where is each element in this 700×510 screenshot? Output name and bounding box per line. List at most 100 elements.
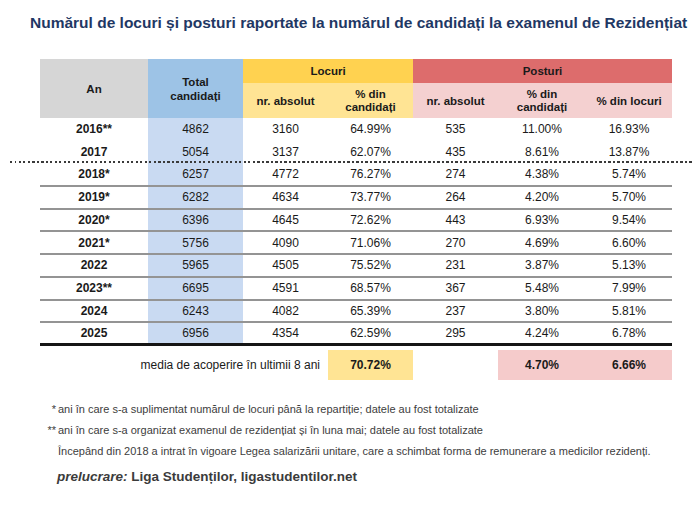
- locuri-pct-cell: 65.39%: [328, 300, 413, 323]
- col-header-locuri-pct: % din candidați: [328, 83, 413, 118]
- footnote-marker: **: [45, 424, 56, 436]
- locuri-pct-cell: 62.59%: [328, 322, 413, 345]
- locuri-abs-cell: 3137: [243, 141, 328, 164]
- posturi-abs-cell: 274: [413, 163, 498, 186]
- posturi-abs-cell: 237: [413, 300, 498, 323]
- total-candidati-cell: 5965: [148, 254, 243, 277]
- credit-label: prelucrare:: [57, 469, 128, 484]
- posturi-abs-cell: 264: [413, 186, 498, 209]
- page: Numărul de locuri și posturi raportate l…: [0, 0, 700, 510]
- locuri-abs-cell: 4090: [243, 231, 328, 254]
- footnote-text: Începând din 2018 a intrat în vigoare Le…: [58, 445, 651, 457]
- page-title: Numărul de locuri și posturi raportate l…: [30, 14, 687, 32]
- col-header-an: An: [40, 59, 148, 118]
- locuri-abs-cell: 4354: [243, 322, 328, 345]
- footnote-text: ani în care s-a organizat examenul de re…: [58, 424, 483, 436]
- posturi-pct-cell: 11.00%: [498, 118, 586, 141]
- footnotes: *ani în care s-a suplimentat numărul de …: [45, 398, 651, 461]
- posturi-loc-cell: 6.60%: [586, 231, 672, 254]
- locuri-pct-cell: 76.27%: [328, 163, 413, 186]
- year-cell: 2020*: [40, 209, 148, 232]
- posturi-abs-cell: 535: [413, 118, 498, 141]
- total-candidati-cell: 6695: [148, 277, 243, 300]
- locuri-pct-cell: 62.07%: [328, 141, 413, 164]
- posturi-abs-cell: 443: [413, 209, 498, 232]
- table-row-2016: 2016**4862316064.99%53511.00%16.93%: [40, 118, 672, 141]
- locuri-abs-cell: 4772: [243, 163, 328, 186]
- posturi-abs-cell: 435: [413, 141, 498, 164]
- locuri-pct-cell: 72.62%: [328, 209, 413, 232]
- locuri-abs-cell: 4082: [243, 300, 328, 323]
- locuri-pct-cell: 71.06%: [328, 231, 413, 254]
- total-candidati-cell: 6243: [148, 300, 243, 323]
- group-header-locuri: Locuri: [243, 59, 413, 83]
- col-header-posturi-abs: nr. absolut: [413, 83, 498, 118]
- posturi-pct-cell: 6.93%: [498, 209, 586, 232]
- posturi-loc-cell: 7.99%: [586, 277, 672, 300]
- posturi-loc-cell: 5.13%: [586, 254, 672, 277]
- total-candidati-cell: 6282: [148, 186, 243, 209]
- locuri-abs-cell: 4505: [243, 254, 328, 277]
- footnote-marker: *: [45, 403, 56, 415]
- posturi-pct-cell: 4.38%: [498, 163, 586, 186]
- posturi-pct-cell: 4.20%: [498, 186, 586, 209]
- posturi-abs-cell: 231: [413, 254, 498, 277]
- posturi-loc-cell: 13.87%: [586, 141, 672, 164]
- summary-label: media de acoperire în ultimii 8 ani: [40, 350, 328, 380]
- summary-posturi-pct: 4.70%: [498, 350, 586, 380]
- credit-line: prelucrare: Liga Studenților, ligastuden…: [57, 469, 357, 484]
- locuri-pct-cell: 68.57%: [328, 277, 413, 300]
- posturi-abs-cell: 367: [413, 277, 498, 300]
- total-candidati-cell: 6956: [148, 322, 243, 345]
- posturi-loc-cell: 6.78%: [586, 322, 672, 345]
- summary-locuri-pct: 70.72%: [328, 350, 413, 380]
- col-header-total-candidati: Total candidați: [148, 59, 243, 118]
- footnote-line-1: *ani în care s-a suplimentat numărul de …: [45, 398, 651, 419]
- posturi-pct-cell: 4.69%: [498, 231, 586, 254]
- dotted-separator: [10, 161, 692, 163]
- year-cell: 2025: [40, 322, 148, 345]
- locuri-pct-cell: 73.77%: [328, 186, 413, 209]
- posturi-loc-cell: 9.54%: [586, 209, 672, 232]
- table-row-2019: 2019*6282463473.77%2644.20%5.70%: [40, 186, 672, 209]
- table-row-2020: 2020*6396464572.62%4436.93%9.54%: [40, 209, 672, 232]
- summary-row: media de acoperire în ultimii 8 ani 70.7…: [40, 350, 672, 380]
- posturi-loc-cell: 5.81%: [586, 300, 672, 323]
- locuri-abs-cell: 4634: [243, 186, 328, 209]
- posturi-pct-cell: 8.61%: [498, 141, 586, 164]
- table-row-2017: 20175054313762.07%4358.61%13.87%: [40, 141, 672, 164]
- summary-posturi-loc: 6.66%: [586, 350, 672, 380]
- table-row-2022: 20225965450575.52%2313.87%5.13%: [40, 254, 672, 277]
- total-candidati-cell: 4862: [148, 118, 243, 141]
- posturi-abs-cell: 295: [413, 322, 498, 345]
- total-candidati-cell: 6257: [148, 163, 243, 186]
- posturi-pct-cell: 3.87%: [498, 254, 586, 277]
- group-header-posturi: Posturi: [413, 59, 672, 83]
- posturi-pct-cell: 5.48%: [498, 277, 586, 300]
- col-header-posturi-pct: % din candidați: [498, 83, 586, 118]
- year-cell: 2022: [40, 254, 148, 277]
- footnote-line-3: Începând din 2018 a intrat în vigoare Le…: [45, 440, 651, 461]
- col-header-locuri-abs: nr. absolut: [243, 83, 328, 118]
- posturi-abs-cell: 270: [413, 231, 498, 254]
- posturi-loc-cell: 5.74%: [586, 163, 672, 186]
- locuri-pct-cell: 64.99%: [328, 118, 413, 141]
- locuri-pct-cell: 75.52%: [328, 254, 413, 277]
- year-cell: 2016**: [40, 118, 148, 141]
- total-candidati-cell: 5054: [148, 141, 243, 164]
- total-candidati-cell: 6396: [148, 209, 243, 232]
- year-cell: 2017: [40, 141, 148, 164]
- residency-stats-table: An Total candidați Locuri Posturi nr. ab…: [40, 59, 672, 380]
- year-cell: 2019*: [40, 186, 148, 209]
- summary-empty-cell: [413, 350, 498, 380]
- table-row-2021: 2021*5756409071.06%2704.69%6.60%: [40, 231, 672, 254]
- posturi-pct-cell: 4.24%: [498, 322, 586, 345]
- posturi-pct-cell: 3.80%: [498, 300, 586, 323]
- year-cell: 2018*: [40, 163, 148, 186]
- col-header-posturi-loc: % din locuri: [586, 83, 672, 118]
- locuri-abs-cell: 4645: [243, 209, 328, 232]
- credit-text: Liga Studenților, ligastudentilor.net: [128, 469, 358, 484]
- table-row-2025: 20256956435462.59%2954.24%6.78%: [40, 322, 672, 345]
- table-row-2023: 2023**6695459168.57%3675.48%7.99%: [40, 277, 672, 300]
- total-candidati-cell: 5756: [148, 231, 243, 254]
